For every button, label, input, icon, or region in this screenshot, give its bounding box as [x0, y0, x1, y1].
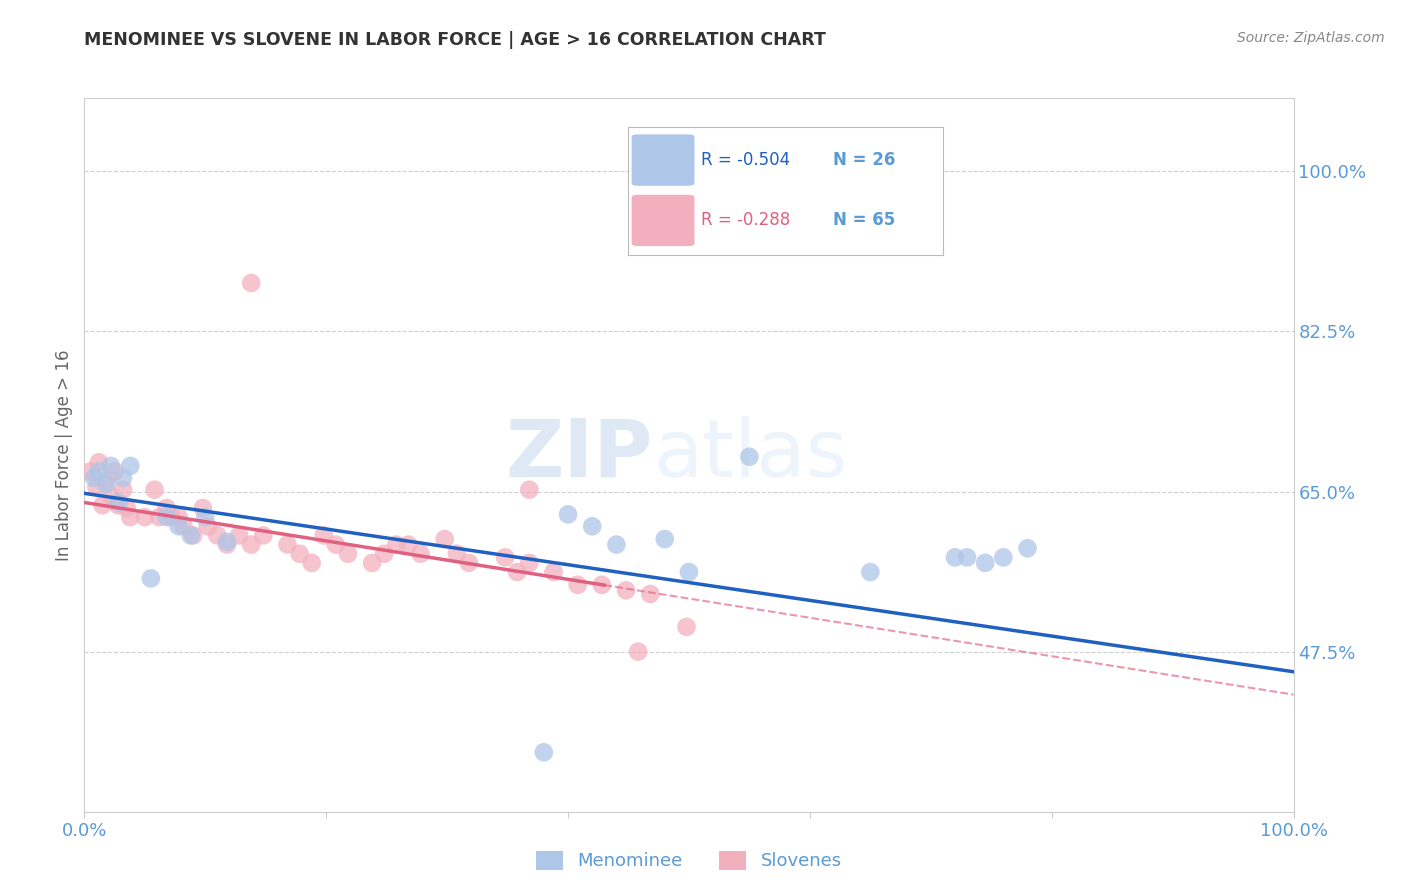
Point: [167, 510, 190, 524]
Point: [517, 483, 540, 497]
Point: [83, 471, 105, 485]
Point: [87, 464, 110, 478]
Point: [312, 528, 335, 542]
Point: [288, 547, 311, 561]
Point: [94, 474, 117, 488]
Point: [139, 571, 162, 585]
Point: [197, 519, 219, 533]
Point: [373, 547, 395, 561]
Point: [194, 510, 217, 524]
Point: [943, 550, 966, 565]
Point: [215, 538, 238, 552]
Point: [167, 519, 190, 533]
Point: [678, 565, 700, 579]
Point: [506, 565, 529, 579]
Point: [91, 498, 114, 512]
Text: ZIP: ZIP: [505, 416, 652, 494]
Point: [581, 519, 603, 533]
Point: [228, 528, 250, 542]
Text: MENOMINEE VS SLOVENE IN LABOR FORCE | AGE > 16 CORRELATION CHART: MENOMINEE VS SLOVENE IN LABOR FORCE | AG…: [84, 31, 827, 49]
Point: [155, 510, 177, 524]
Point: [252, 528, 274, 542]
Point: [240, 538, 263, 552]
Point: [591, 578, 613, 592]
Point: [215, 534, 238, 549]
Point: [993, 550, 1015, 565]
Point: [654, 532, 676, 546]
Point: [605, 538, 627, 552]
Point: [207, 528, 229, 542]
Point: [457, 556, 479, 570]
Point: [517, 556, 540, 570]
Point: [87, 455, 110, 469]
Point: [385, 538, 408, 552]
Point: [120, 458, 142, 473]
Y-axis label: In Labor Force | Age > 16: In Labor Force | Age > 16: [55, 349, 73, 561]
Point: [336, 547, 359, 561]
Point: [974, 556, 997, 570]
Point: [181, 528, 204, 542]
Point: [100, 489, 122, 503]
Text: atlas: atlas: [652, 416, 846, 494]
Point: [276, 538, 298, 552]
Point: [627, 645, 650, 659]
Text: Source: ZipAtlas.com: Source: ZipAtlas.com: [1237, 31, 1385, 45]
Point: [148, 510, 170, 524]
Point: [112, 471, 135, 485]
Point: [94, 477, 117, 491]
Point: [738, 450, 761, 464]
Point: [859, 565, 882, 579]
Point: [180, 528, 202, 542]
Point: [100, 458, 122, 473]
Point: [191, 500, 214, 515]
Point: [301, 556, 323, 570]
Point: [79, 464, 101, 478]
Point: [1017, 541, 1039, 556]
Point: [567, 578, 589, 592]
Point: [86, 480, 108, 494]
Point: [396, 538, 419, 552]
Point: [240, 276, 263, 290]
Point: [543, 565, 565, 579]
Point: [112, 483, 135, 497]
Point: [134, 510, 156, 524]
Point: [446, 547, 468, 561]
Point: [533, 745, 555, 759]
Point: [557, 508, 579, 522]
Point: [409, 547, 432, 561]
Point: [120, 510, 142, 524]
Point: [107, 498, 129, 512]
Point: [956, 550, 979, 565]
Point: [104, 464, 127, 478]
Legend: Menominee, Slovenes: Menominee, Slovenes: [536, 851, 842, 871]
Point: [614, 583, 637, 598]
Point: [325, 538, 347, 552]
Point: [155, 500, 177, 515]
Point: [494, 550, 516, 565]
Point: [143, 483, 166, 497]
Point: [160, 510, 183, 524]
Point: [361, 556, 384, 570]
Point: [115, 500, 138, 515]
Point: [433, 532, 456, 546]
Point: [107, 495, 129, 509]
Point: [675, 620, 697, 634]
Point: [173, 519, 195, 533]
Point: [638, 587, 661, 601]
